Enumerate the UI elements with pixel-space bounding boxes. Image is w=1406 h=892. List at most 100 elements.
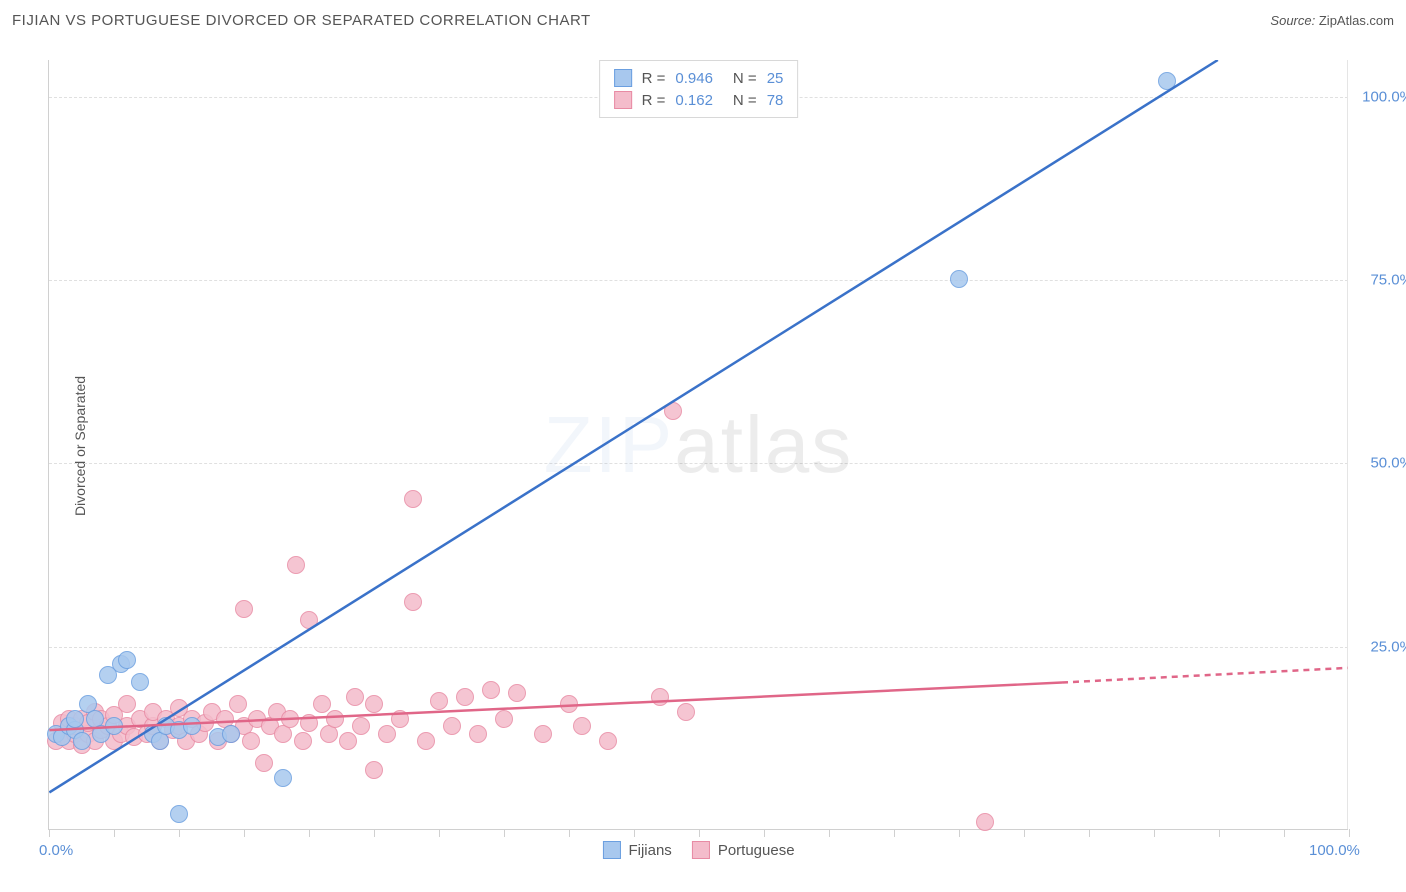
x-tick-label: 100.0% (1309, 842, 1360, 859)
portuguese-point (534, 725, 552, 743)
portuguese-point (339, 732, 357, 750)
portuguese-point (599, 732, 617, 750)
watermark: ZIPatlas (544, 399, 853, 491)
fijians-point (105, 717, 123, 735)
portuguese-swatch-icon (692, 841, 710, 859)
portuguese-point (677, 703, 695, 721)
scatter-chart: ZIPatlas R = 0.946 N = 25 R = 0.162 N = … (48, 60, 1348, 830)
y-tick-label: 25.0% (1370, 638, 1406, 655)
y-tick-label: 100.0% (1362, 88, 1406, 105)
x-tick (1219, 829, 1220, 837)
correlation-legend: R = 0.946 N = 25 R = 0.162 N = 78 (599, 60, 799, 118)
portuguese-point (300, 611, 318, 629)
x-tick-label: 0.0% (39, 842, 73, 859)
portuguese-point (417, 732, 435, 750)
gridline (49, 647, 1348, 648)
fijians-n-value: 25 (767, 70, 784, 87)
x-tick (1024, 829, 1025, 837)
fijians-point (66, 710, 84, 728)
x-tick (1154, 829, 1155, 837)
r-label: R = (642, 92, 666, 109)
portuguese-point (352, 717, 370, 735)
fijians-point (222, 725, 240, 743)
series-legend: Fijians Portuguese (602, 841, 794, 859)
portuguese-point (255, 754, 273, 772)
chart-title: FIJIAN VS PORTUGUESE DIVORCED OR SEPARAT… (12, 12, 591, 29)
y-tick-label: 75.0% (1370, 272, 1406, 289)
x-tick (114, 829, 115, 837)
portuguese-point (229, 695, 247, 713)
fijians-label: Fijians (628, 842, 671, 859)
fijians-r-value: 0.946 (675, 70, 713, 87)
gridline (49, 280, 1348, 281)
portuguese-point (560, 695, 578, 713)
x-tick (374, 829, 375, 837)
x-tick (569, 829, 570, 837)
x-tick (439, 829, 440, 837)
x-tick (1284, 829, 1285, 837)
x-tick (634, 829, 635, 837)
x-tick (1349, 829, 1350, 837)
portuguese-point (326, 710, 344, 728)
portuguese-point (404, 593, 422, 611)
fijians-point (73, 732, 91, 750)
portuguese-point (573, 717, 591, 735)
x-tick (49, 829, 50, 837)
source-label: Source: (1270, 13, 1315, 28)
portuguese-point (294, 732, 312, 750)
portuguese-label: Portuguese (718, 842, 795, 859)
x-tick (764, 829, 765, 837)
portuguese-point (469, 725, 487, 743)
portuguese-point (482, 681, 500, 699)
x-tick (959, 829, 960, 837)
portuguese-point (430, 692, 448, 710)
portuguese-point (346, 688, 364, 706)
portuguese-point (495, 710, 513, 728)
x-tick (699, 829, 700, 837)
portuguese-point (664, 402, 682, 420)
fijians-swatch-icon (602, 841, 620, 859)
watermark-part1: ZIP (544, 400, 674, 489)
portuguese-point (365, 761, 383, 779)
portuguese-point (235, 600, 253, 618)
x-tick (1089, 829, 1090, 837)
portuguese-point (976, 813, 994, 831)
portuguese-point (118, 695, 136, 713)
portuguese-point (365, 695, 383, 713)
portuguese-point (313, 695, 331, 713)
x-tick (504, 829, 505, 837)
chart-source: Source: ZipAtlas.com (1270, 13, 1394, 28)
fijians-point (950, 270, 968, 288)
portuguese-point (281, 710, 299, 728)
portuguese-point (404, 490, 422, 508)
fijians-point (170, 805, 188, 823)
legend-item-portuguese: Portuguese (692, 841, 795, 859)
portuguese-point (651, 688, 669, 706)
portuguese-point (300, 714, 318, 732)
portuguese-point (443, 717, 461, 735)
legend-row-fijians: R = 0.946 N = 25 (614, 67, 784, 89)
fijians-swatch-icon (614, 69, 632, 87)
portuguese-point (508, 684, 526, 702)
x-tick (179, 829, 180, 837)
chart-header: FIJIAN VS PORTUGUESE DIVORCED OR SEPARAT… (0, 0, 1406, 40)
x-tick (244, 829, 245, 837)
legend-item-fijians: Fijians (602, 841, 671, 859)
portuguese-point (242, 732, 260, 750)
fijians-point (274, 769, 292, 787)
legend-row-portuguese: R = 0.162 N = 78 (614, 89, 784, 111)
portuguese-n-value: 78 (767, 92, 784, 109)
fijians-point (131, 673, 149, 691)
portuguese-point (378, 725, 396, 743)
portuguese-r-value: 0.162 (675, 92, 713, 109)
x-tick (894, 829, 895, 837)
source-value: ZipAtlas.com (1319, 13, 1394, 28)
x-tick (309, 829, 310, 837)
portuguese-point (391, 710, 409, 728)
watermark-part2: atlas (674, 400, 853, 489)
x-tick (829, 829, 830, 837)
portuguese-point (287, 556, 305, 574)
r-label: R = (642, 70, 666, 87)
fijians-point (183, 717, 201, 735)
n-label: N = (733, 92, 757, 109)
